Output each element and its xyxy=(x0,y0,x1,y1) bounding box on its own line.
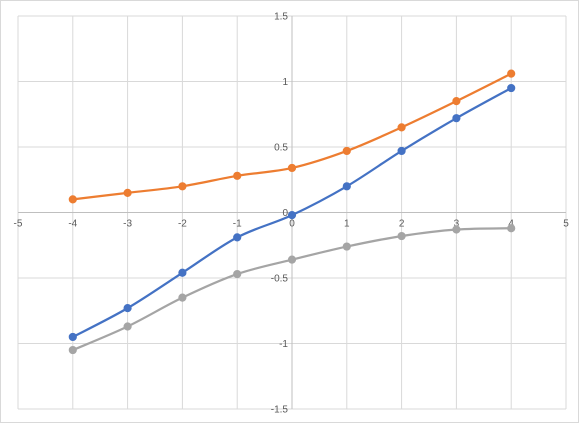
x-tick-label: -5 xyxy=(14,219,23,230)
x-tick-label: 5 xyxy=(563,219,569,230)
series-1-point xyxy=(123,304,132,313)
x-tick-label: -4 xyxy=(68,219,77,230)
series-3-point xyxy=(397,231,406,241)
x-tick-label: 3 xyxy=(454,219,460,230)
y-tick-label: 1.5 xyxy=(274,12,288,23)
series-3-point xyxy=(287,255,297,264)
series-3-point xyxy=(68,345,77,355)
x-tick-label: 0 xyxy=(289,219,295,230)
series-2-point xyxy=(123,188,132,197)
series-1-point xyxy=(233,233,242,242)
series-2-point xyxy=(452,97,461,106)
x-tick-label: -3 xyxy=(123,219,132,230)
x-tick-label: 4 xyxy=(508,219,514,230)
series-2-point xyxy=(178,182,187,191)
series-3-point xyxy=(233,269,242,279)
y-tick-label: 0 xyxy=(282,208,288,219)
series-1-point xyxy=(507,83,516,93)
series-2-point xyxy=(507,69,516,78)
series-2-point xyxy=(287,163,297,173)
series-2-point xyxy=(397,123,406,132)
series-3-point xyxy=(507,224,516,233)
series-2-point xyxy=(233,171,242,180)
y-tick-label: -0.5 xyxy=(271,274,289,285)
y-tick-label: 0.5 xyxy=(274,143,288,154)
y-tick-label: -1.5 xyxy=(271,405,289,416)
series-1-point xyxy=(68,332,77,342)
series-1-point xyxy=(178,268,187,277)
x-tick-label: 1 xyxy=(344,219,350,230)
series-2-point xyxy=(68,195,77,204)
series-3-point xyxy=(452,225,461,234)
series-1-point xyxy=(397,146,406,156)
y-tick-label: -1 xyxy=(279,339,288,350)
x-tick-label: 2 xyxy=(399,219,405,230)
series-1-point xyxy=(452,114,461,123)
series-3-point xyxy=(342,242,351,251)
series-3-point xyxy=(123,322,132,331)
x-tick-label: -1 xyxy=(233,219,242,230)
series-2-point xyxy=(342,146,351,156)
series-3-point xyxy=(178,293,187,302)
series-1-point xyxy=(342,182,351,191)
series-1-point xyxy=(287,211,297,220)
x-tick-label: -2 xyxy=(178,219,187,230)
y-tick-label: 1 xyxy=(282,77,288,88)
